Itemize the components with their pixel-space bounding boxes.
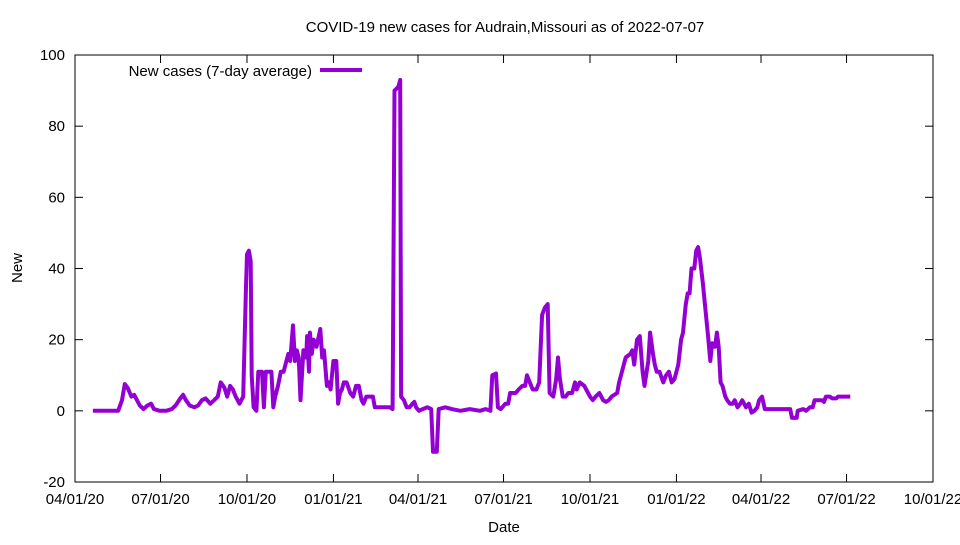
x-tick-label: 10/01/22 xyxy=(904,491,960,508)
x-tick-label: 04/01/21 xyxy=(389,491,447,508)
x-tick-label: 01/01/21 xyxy=(304,491,362,508)
series-group xyxy=(93,80,851,452)
x-tick-label: 07/01/22 xyxy=(817,491,875,508)
y-tick-label: 20 xyxy=(48,332,65,349)
plot-frame xyxy=(75,55,933,482)
y-tick-label: 80 xyxy=(48,118,65,135)
x-tick-label: 10/01/21 xyxy=(561,491,619,508)
x-tick-label: 04/01/20 xyxy=(46,491,104,508)
legend: New cases (7-day average) xyxy=(129,63,362,80)
axis-ticks: -20 0 20 40 60 80 100 04/01/20 07/01/20 10/01/20 0… xyxy=(40,47,960,508)
y-tick-label: -20 xyxy=(43,474,65,491)
x-tick-label: 01/01/22 xyxy=(647,491,705,508)
x-axis-label: Date xyxy=(488,519,520,536)
y-tick-label: 100 xyxy=(40,47,65,64)
legend-label: New cases (7-day average) xyxy=(129,63,312,80)
y-tick-label: 60 xyxy=(48,189,65,206)
y-axis-label: New xyxy=(9,253,26,283)
x-tick-label: 04/01/22 xyxy=(732,491,790,508)
x-tick-label: 07/01/20 xyxy=(131,491,189,508)
y-tick-label: 0 xyxy=(57,403,65,420)
series-line xyxy=(93,80,850,452)
chart-title: COVID-19 new cases for Audrain,Missouri … xyxy=(306,19,705,36)
y-tick-label: 40 xyxy=(48,261,65,278)
x-tick-label: 10/01/20 xyxy=(218,491,276,508)
x-tick-label: 07/01/21 xyxy=(474,491,532,508)
